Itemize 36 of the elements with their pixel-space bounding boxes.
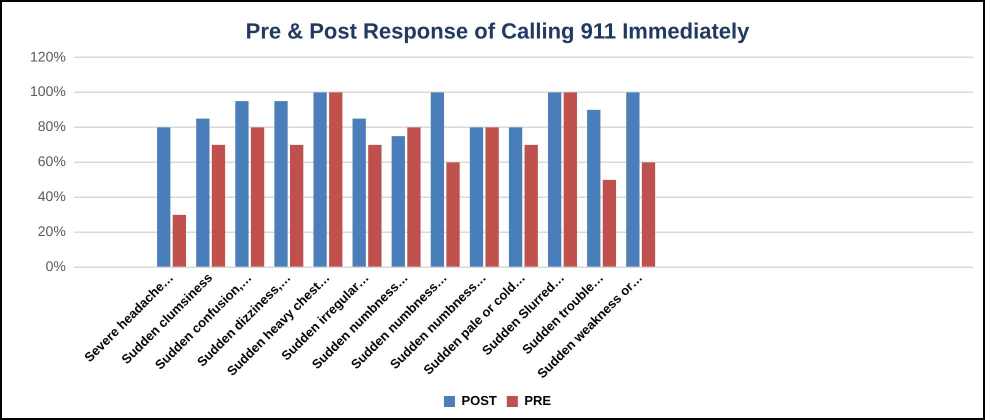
bar [329, 92, 342, 267]
bar [274, 101, 288, 267]
bar [602, 180, 616, 267]
bar [626, 92, 640, 267]
bar [430, 92, 444, 267]
legend-label: PRE [524, 393, 552, 408]
y-tick-label: 60% [38, 153, 66, 170]
bar [250, 127, 264, 267]
bar [157, 127, 170, 267]
bar [352, 118, 366, 267]
bar [235, 101, 249, 267]
bar [564, 92, 577, 267]
y-tick-label: 0% [46, 258, 66, 274]
legend-label: POST [461, 393, 497, 408]
bar [446, 162, 460, 267]
bar [172, 214, 186, 267]
y-tick-label: 100% [30, 83, 66, 100]
bar [642, 162, 656, 267]
bar [470, 127, 484, 267]
bar [290, 144, 304, 267]
y-tick-label: 40% [38, 188, 66, 204]
y-tick-label: 120% [30, 48, 66, 64]
bar [407, 127, 421, 267]
bar [508, 127, 522, 267]
bar [485, 127, 499, 267]
bar [392, 136, 405, 267]
bar [313, 92, 327, 267]
bar [368, 144, 382, 267]
chart-title: Pre & Post Response of Calling 911 Immediately [246, 18, 750, 44]
y-tick-label: 20% [38, 223, 66, 240]
bar [587, 110, 600, 267]
y-tick-label: 80% [38, 118, 66, 134]
bar [212, 144, 226, 267]
bar [196, 118, 210, 267]
bar [548, 92, 562, 267]
bar [524, 144, 538, 267]
